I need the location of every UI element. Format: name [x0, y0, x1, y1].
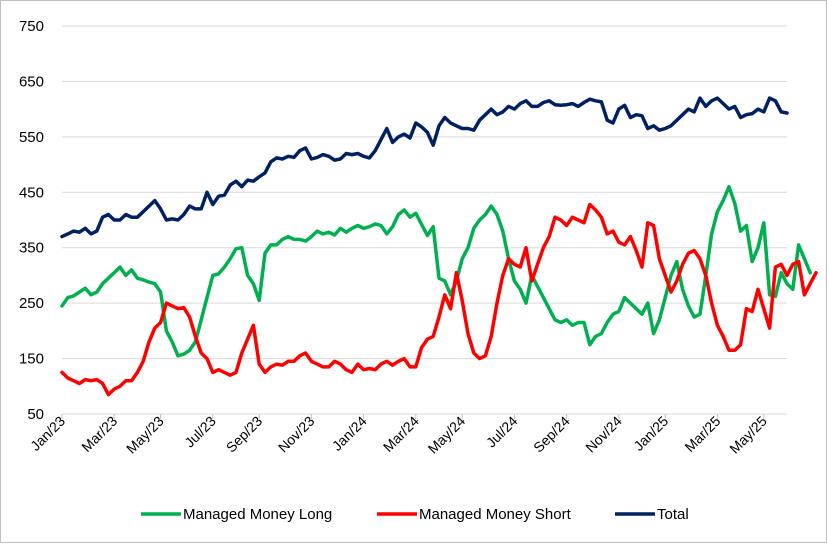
x-tick-label: Mar/23 [78, 413, 120, 455]
series-line-total [60, 96, 789, 239]
y-tick-label: 550 [19, 129, 44, 146]
y-tick-label: 650 [19, 73, 44, 90]
legend-label: Managed Money Long [183, 506, 332, 523]
x-tick-label: Mar/24 [380, 413, 422, 455]
x-tick-label: May/23 [123, 413, 167, 457]
gridlines [62, 25, 787, 360]
x-tick-label: Jul/24 [483, 413, 521, 451]
series-line-managed-money-short [60, 202, 818, 397]
y-tick-label: 50 [27, 406, 44, 423]
x-tick-label: Jan/25 [630, 413, 671, 454]
x-tick-label: Sep/23 [223, 413, 266, 456]
y-tick-label: 750 [19, 18, 44, 35]
x-tick-label: Sep/24 [530, 413, 573, 456]
legend-label: Managed Money Short [419, 506, 572, 523]
x-tick-label: May/24 [425, 413, 469, 457]
legend: Managed Money Long Managed Money Short Tot… [141, 506, 689, 523]
series-lines [60, 96, 818, 397]
x-tick-label: May/25 [726, 413, 770, 457]
y-tick-label: 150 [19, 351, 44, 368]
y-axis-tick-labels: 50 150 250 350 450 550 650 750 [19, 18, 44, 423]
x-tick-label: Nov/23 [275, 413, 318, 456]
x-tick-label: Jul/23 [181, 413, 219, 451]
x-axis: Jan/23 Mar/23 May/23 Jul/23 Sep/23 Nov/23 Jan/… [27, 413, 787, 457]
y-tick-label: 250 [19, 295, 44, 312]
x-tick-label: Mar/25 [681, 413, 723, 455]
x-tick-label: Jan/24 [329, 413, 370, 454]
y-tick-label: 450 [19, 184, 44, 201]
series-line-managed-money-long [60, 184, 812, 358]
y-tick-label: 350 [19, 240, 44, 257]
x-tick-label: Nov/24 [582, 413, 625, 456]
legend-label: Total [657, 506, 689, 523]
